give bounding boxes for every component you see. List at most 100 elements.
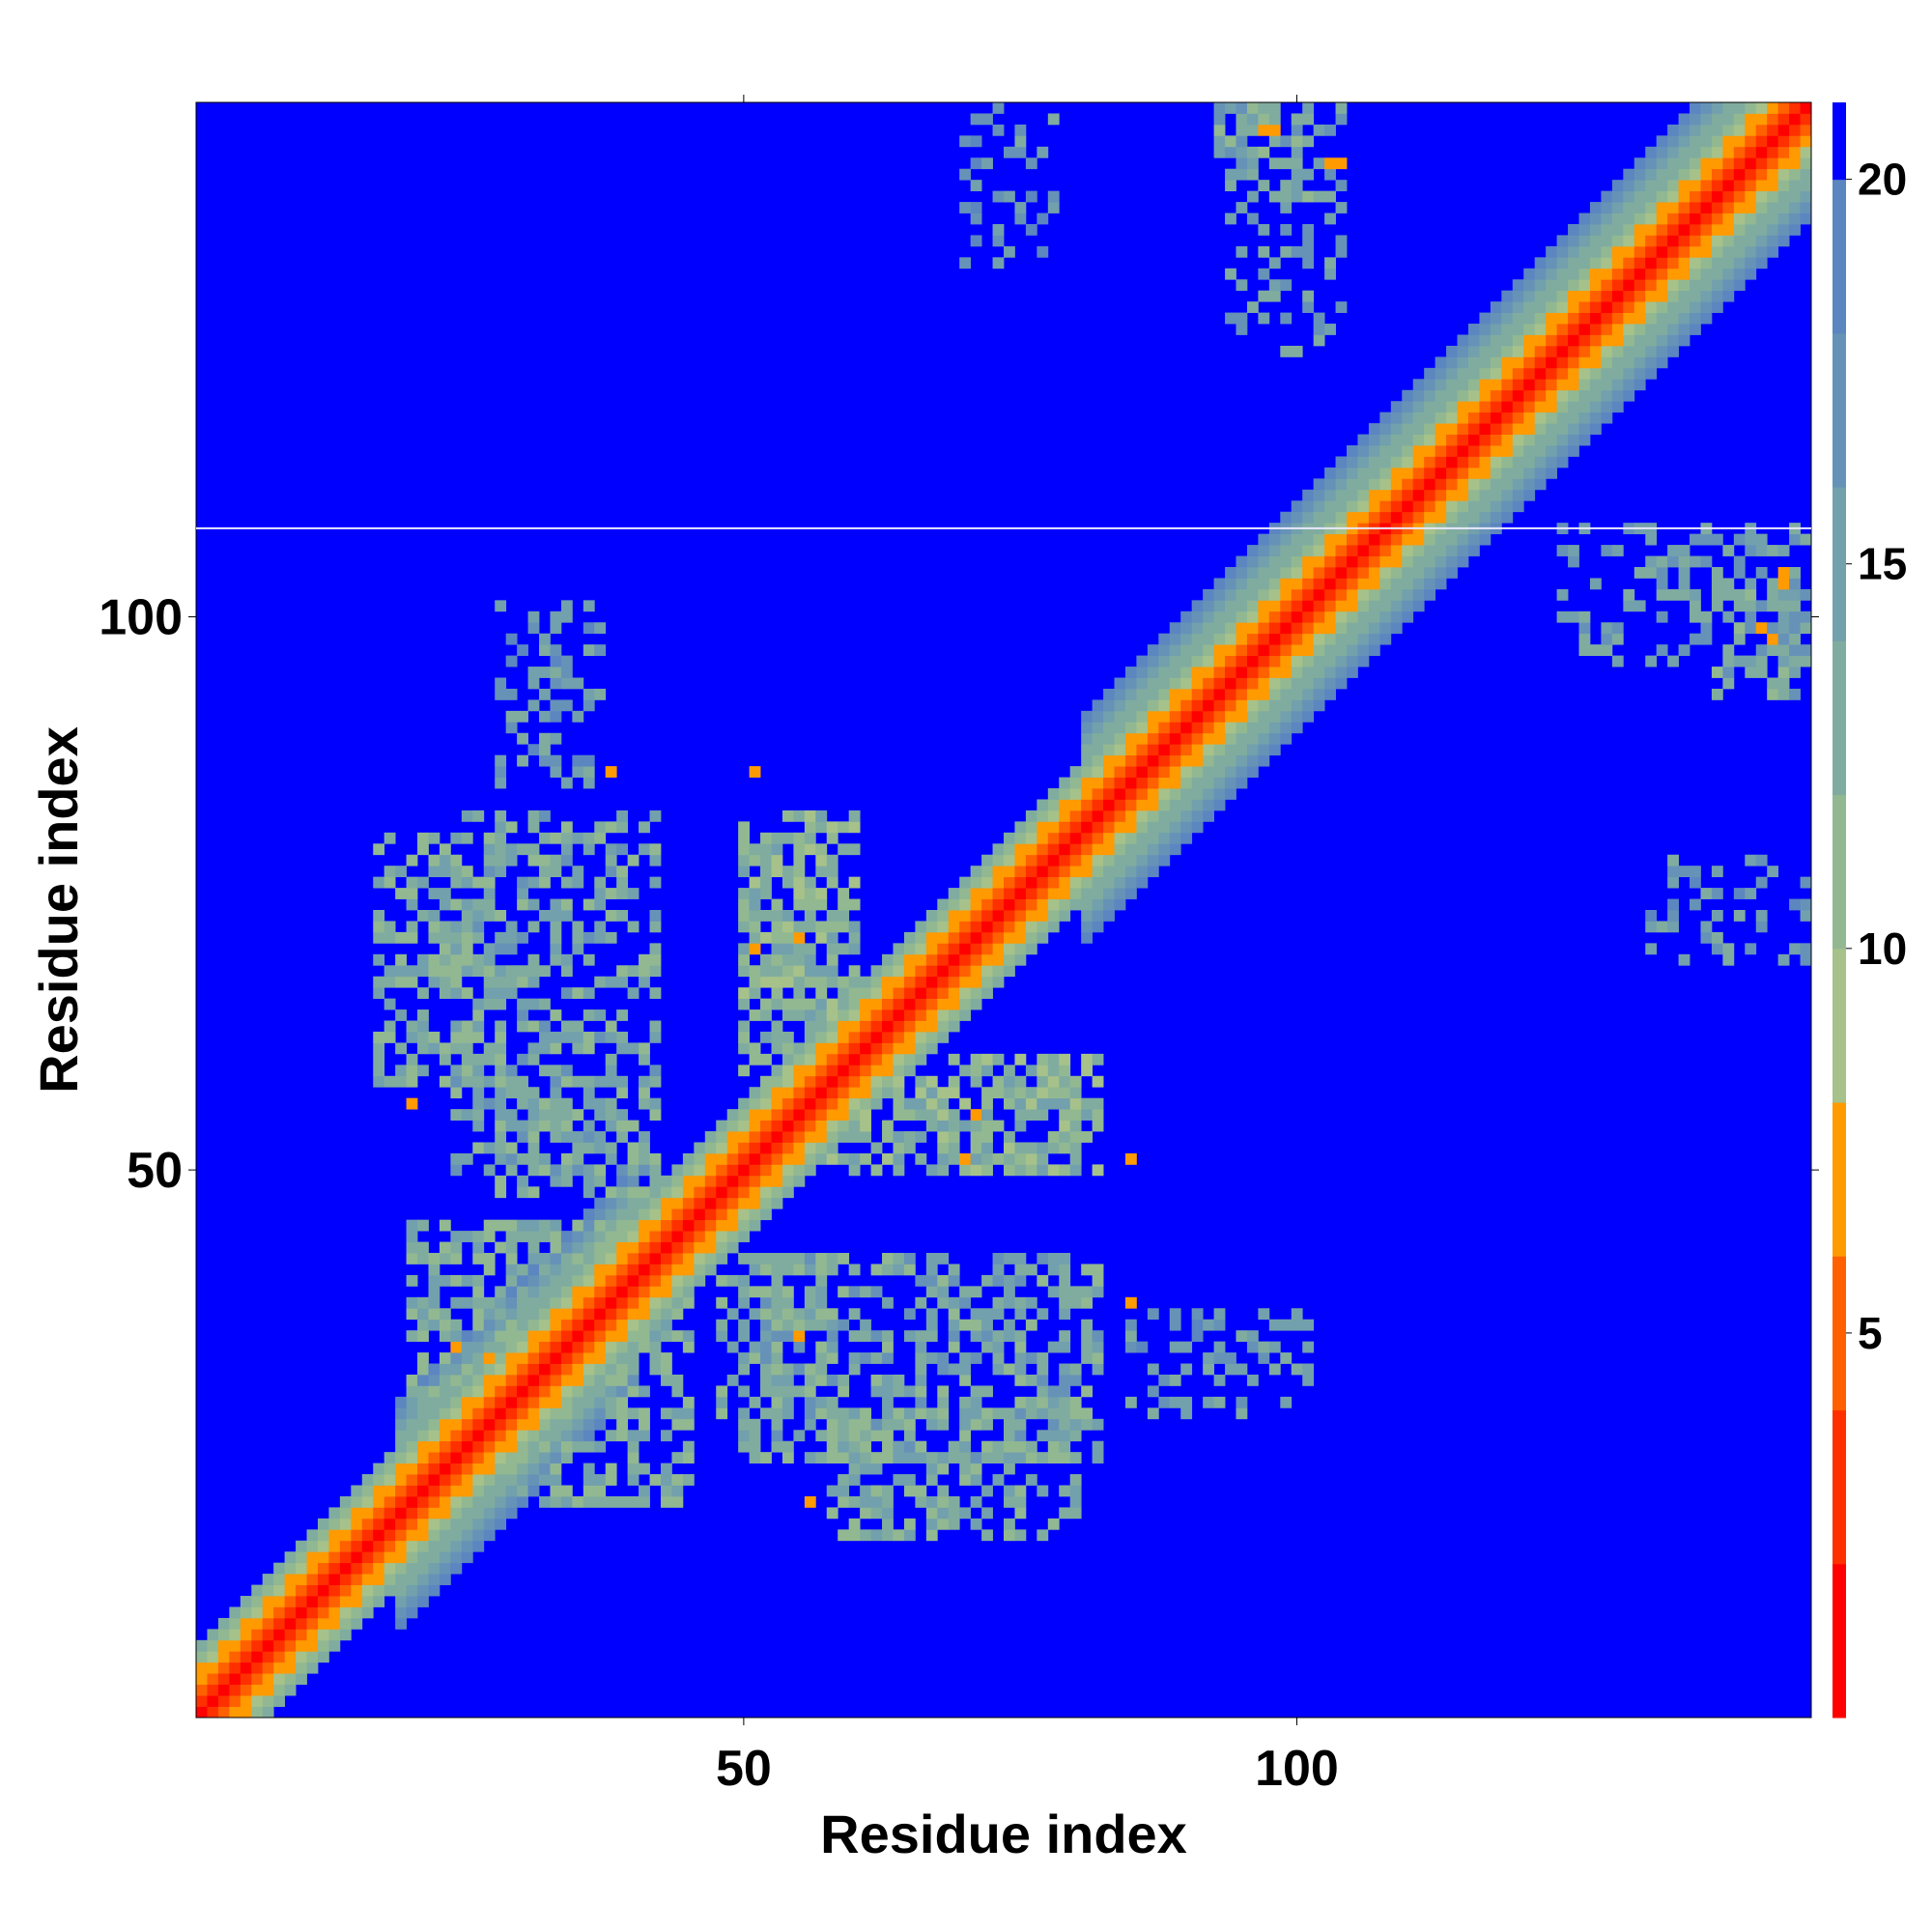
heatmap-cell	[781, 1131, 794, 1143]
heatmap-cell	[793, 1264, 806, 1276]
heatmap-cell	[882, 1352, 894, 1364]
heatmap-cell	[517, 1120, 528, 1132]
heatmap-cell	[1512, 301, 1524, 313]
heatmap-cell	[1711, 566, 1723, 579]
heatmap-cell	[1457, 412, 1469, 424]
heatmap-cell	[1136, 832, 1149, 844]
heatmap-cell	[1424, 445, 1436, 457]
heatmap-cell	[1645, 290, 1658, 302]
heatmap-cell	[1258, 1341, 1270, 1353]
heatmap-cell	[627, 1208, 639, 1221]
heatmap-cell	[517, 1374, 528, 1386]
heatmap-cell	[649, 1197, 662, 1209]
heatmap-cell	[439, 1274, 451, 1287]
heatmap-cell	[572, 876, 584, 889]
heatmap-cell	[1225, 588, 1236, 601]
heatmap-cell	[1180, 744, 1193, 756]
heatmap-cell	[1081, 931, 1094, 944]
heatmap-cell	[1745, 545, 1757, 556]
heatmap-cell	[639, 1253, 650, 1264]
heatmap-cell	[915, 1330, 927, 1343]
heatmap-cell	[738, 998, 750, 1010]
heatmap-cell	[1004, 1463, 1015, 1475]
heatmap-cell	[937, 943, 950, 955]
heatmap-cell	[373, 910, 385, 922]
heatmap-cell	[560, 1175, 573, 1187]
heatmap-cell	[306, 1606, 319, 1619]
heatmap-cell	[306, 1574, 319, 1585]
heatmap-cell	[384, 1463, 396, 1475]
heatmap-cell	[1246, 102, 1259, 114]
heatmap-cell	[539, 1463, 551, 1475]
heatmap-cell	[1700, 888, 1713, 899]
heatmap-cell	[1291, 500, 1303, 513]
heatmap-cell	[771, 931, 783, 944]
heatmap-cell	[1081, 854, 1094, 867]
heatmap-cell	[439, 843, 451, 856]
heatmap-cell	[1092, 799, 1104, 811]
heatmap-cell	[1169, 843, 1181, 856]
heatmap-cell	[1158, 633, 1171, 645]
heatmap-cell	[1645, 356, 1658, 369]
heatmap-cell	[1059, 1097, 1071, 1110]
heatmap-cell	[649, 921, 662, 933]
heatmap-cell	[1479, 489, 1492, 501]
heatmap-cell	[1081, 777, 1094, 789]
heatmap-cell	[1611, 301, 1624, 313]
heatmap-cell	[1225, 754, 1236, 767]
heatmap-cell	[1014, 888, 1027, 899]
heatmap-cell	[1656, 245, 1668, 258]
heatmap-cell	[582, 898, 595, 911]
heatmap-cell	[1512, 434, 1524, 446]
heatmap-cell	[760, 1363, 772, 1376]
heatmap-cell	[428, 1319, 440, 1331]
heatmap-cell	[627, 1474, 639, 1486]
heatmap-cell	[384, 1020, 396, 1033]
heatmap-cell	[671, 1274, 684, 1287]
heatmap-cell	[1656, 146, 1668, 158]
heatmap-cell	[749, 943, 761, 955]
heatmap-cell	[848, 1418, 861, 1431]
heatmap-cell	[1501, 312, 1514, 325]
heatmap-cell	[1700, 268, 1713, 280]
heatmap-cell	[1004, 931, 1015, 944]
heatmap-cell	[539, 1495, 551, 1508]
heatmap-cell	[1147, 1407, 1159, 1420]
heatmap-cell	[1379, 533, 1392, 546]
heatmap-cell	[1191, 677, 1204, 690]
heatmap-cell	[1213, 588, 1226, 601]
heatmap-cell	[517, 1319, 528, 1331]
heatmap-cell	[1191, 788, 1204, 800]
heatmap-cell	[1690, 113, 1701, 126]
heatmap-cell	[1014, 898, 1027, 911]
heatmap-cell	[483, 866, 496, 878]
heatmap-cell	[550, 1097, 562, 1110]
heatmap-cell	[1191, 821, 1204, 834]
heatmap-cell	[1092, 898, 1104, 911]
heatmap-cell	[1203, 810, 1214, 822]
heatmap-cell	[1534, 389, 1547, 402]
heatmap-cell	[1578, 235, 1591, 247]
heatmap-cell	[981, 1065, 993, 1077]
heatmap-cell	[1733, 223, 1746, 236]
heatmap-cell	[826, 1042, 838, 1055]
heatmap-cell	[1435, 389, 1447, 402]
heatmap-cell	[594, 1109, 607, 1121]
heatmap-cell	[1280, 345, 1293, 357]
heatmap-cell	[1203, 722, 1214, 734]
heatmap-cell	[306, 1551, 319, 1564]
heatmap-cell	[1180, 1363, 1193, 1376]
heatmap-cell	[1546, 389, 1557, 402]
heatmap-cell	[1302, 500, 1315, 513]
heatmap-cell	[738, 898, 750, 911]
heatmap-cell	[1335, 677, 1348, 690]
heatmap-cell	[505, 1407, 518, 1420]
heatmap-cell	[517, 1430, 528, 1442]
heatmap-cell	[539, 1286, 551, 1298]
heatmap-cell	[860, 1120, 871, 1132]
heatmap-cell	[461, 943, 473, 955]
heatmap-cell	[1402, 500, 1414, 513]
heatmap-cell	[428, 1562, 440, 1575]
heatmap-cell	[915, 1440, 927, 1453]
